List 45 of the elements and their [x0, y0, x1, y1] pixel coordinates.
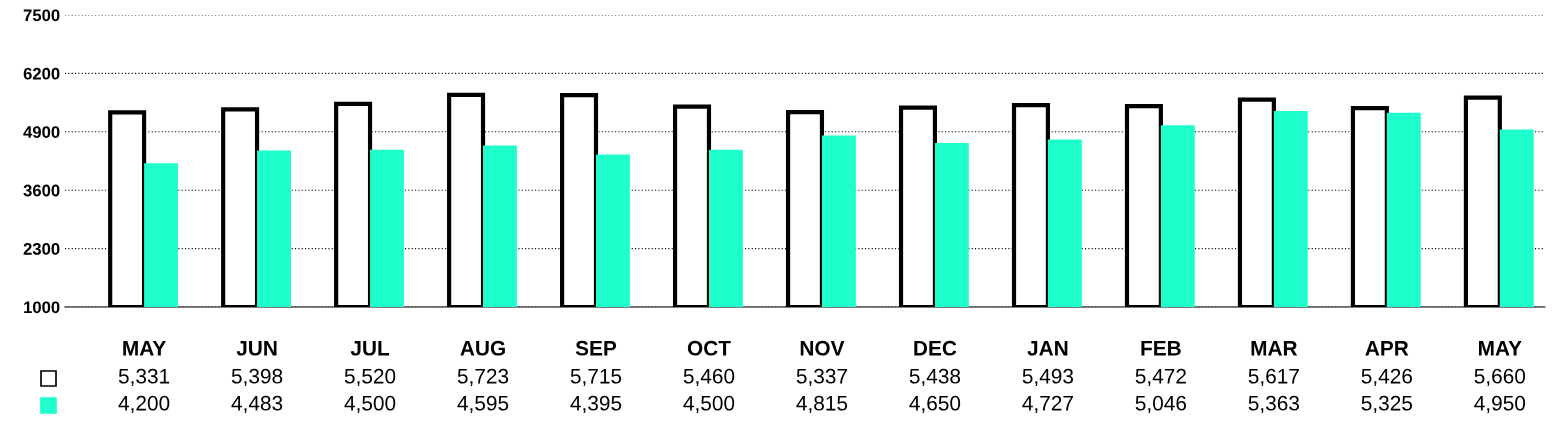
y-tick-label: 4900 [23, 126, 60, 138]
x-tick-label: MAR [1251, 341, 1298, 356]
x-tick-label: DEC [914, 340, 957, 356]
data-label: 4,727 [1022, 395, 1073, 414]
data-label: 5,715 [570, 369, 622, 387]
data-label: 4,650 [909, 395, 961, 414]
data-label: 5,460 [683, 368, 735, 387]
data-label: 4,483 [231, 395, 283, 414]
x-tick-label: JAN [1027, 341, 1068, 356]
data-label: 5,520 [344, 368, 396, 387]
data-label: 4,200 [118, 395, 170, 414]
data-label: 4,500 [683, 395, 735, 414]
x-tick-label: MAY [1479, 341, 1522, 356]
x-tick-label: FEB [1141, 341, 1181, 356]
x-tick-label: AUG [460, 340, 505, 356]
data-label: 4,500 [344, 395, 396, 414]
data-label: 5,337 [796, 368, 847, 387]
data-label: 5,426 [1361, 368, 1412, 387]
x-tick-label: JUL [350, 341, 390, 356]
data-label: 5,398 [231, 368, 283, 387]
y-tick-label: 6200 [23, 67, 60, 80]
data-label: 5,046 [1135, 395, 1187, 414]
y-tick-label: 1000 [24, 301, 60, 314]
data-label: 5,660 [1474, 368, 1526, 387]
x-tick-label: NOV [800, 340, 845, 356]
x-tick-label: SEP [575, 340, 617, 356]
data-label: 5,363 [1248, 395, 1300, 414]
data-label: 5,493 [1022, 368, 1074, 387]
data-label: 5,617 [1248, 368, 1299, 387]
x-tick-label: APR [1365, 341, 1409, 356]
x-tick-label: OCT [687, 340, 731, 356]
data-label: 5,438 [909, 368, 961, 387]
y-tick-label: 3600 [23, 184, 60, 197]
data-label: 5,723 [457, 368, 509, 387]
x-tick-label: JUN [236, 341, 277, 356]
x-tick-label: MAY [123, 341, 166, 356]
y-tick-label: 7500 [23, 9, 60, 22]
data-label: 4,595 [457, 395, 509, 414]
data-label: 4,815 [796, 395, 848, 414]
data-label: 4,950 [1474, 395, 1526, 414]
data-label: 5,325 [1361, 395, 1413, 414]
data-label: 5,331 [118, 368, 170, 387]
y-tick-label: 2300 [23, 243, 60, 255]
data-label: 4,395 [570, 395, 622, 414]
data-label: 5,472 [1135, 368, 1186, 387]
